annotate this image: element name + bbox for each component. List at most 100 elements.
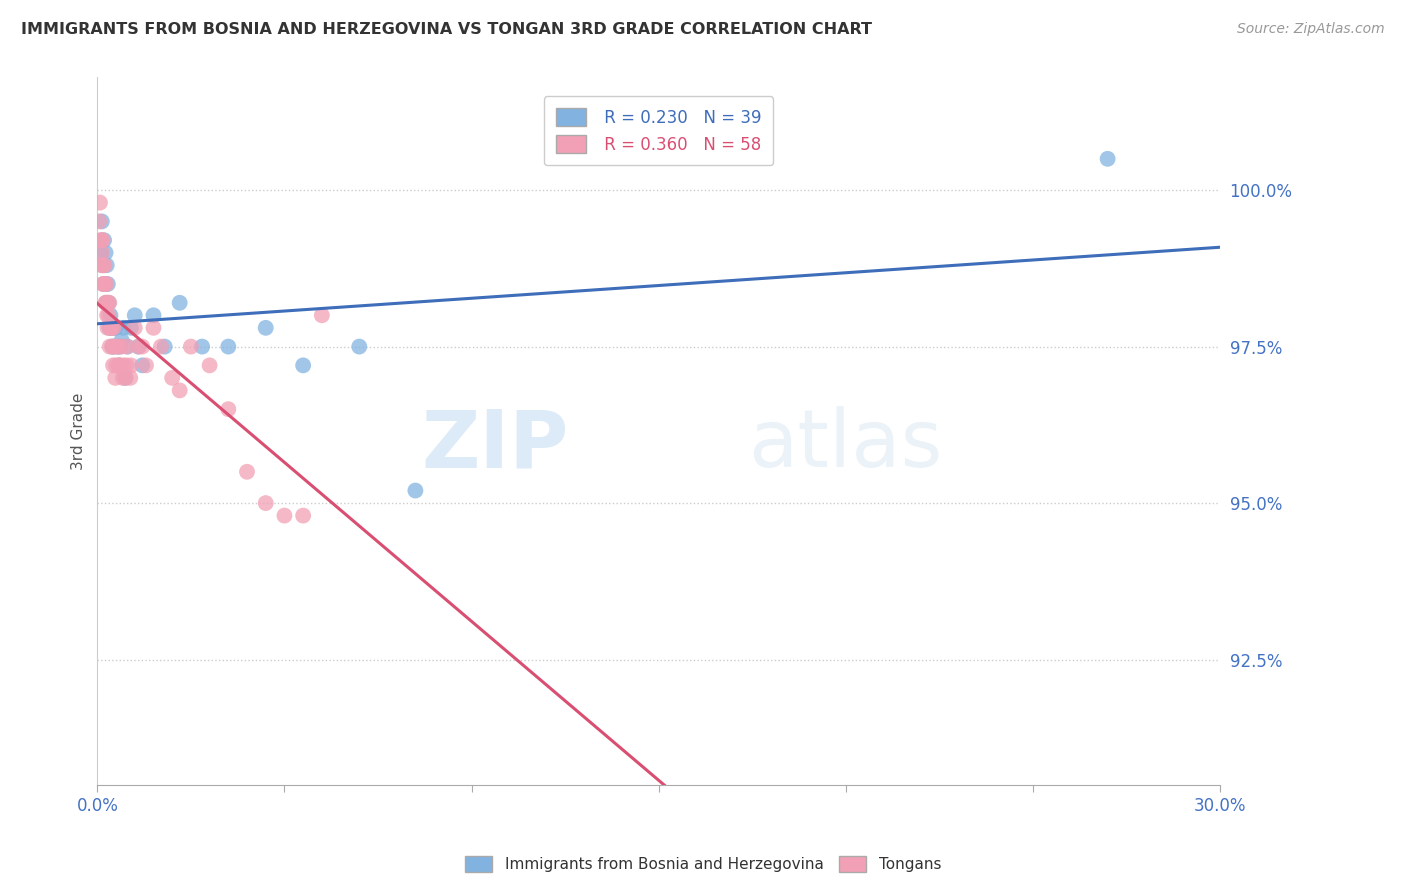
Point bbox=[217, 340, 239, 354]
Point bbox=[101, 340, 124, 354]
Point bbox=[91, 277, 114, 291]
Point bbox=[198, 359, 221, 373]
Point bbox=[105, 340, 128, 354]
Point bbox=[120, 321, 142, 335]
Point bbox=[90, 245, 112, 260]
Point bbox=[96, 295, 118, 310]
Point bbox=[104, 371, 127, 385]
Point bbox=[108, 359, 131, 373]
Point bbox=[90, 233, 112, 247]
Point bbox=[292, 508, 315, 523]
Point bbox=[128, 340, 150, 354]
Point bbox=[117, 340, 139, 354]
Point bbox=[90, 214, 112, 228]
Point bbox=[94, 277, 117, 291]
Point bbox=[108, 359, 131, 373]
Point bbox=[236, 465, 259, 479]
Point bbox=[111, 340, 134, 354]
Point bbox=[142, 308, 165, 322]
Point bbox=[97, 295, 120, 310]
Point bbox=[111, 334, 134, 348]
Point bbox=[107, 340, 129, 354]
Point bbox=[131, 359, 153, 373]
Point bbox=[103, 321, 125, 335]
Point bbox=[90, 258, 112, 272]
Point bbox=[124, 321, 146, 335]
Point bbox=[160, 371, 183, 385]
Point bbox=[169, 295, 191, 310]
Point bbox=[142, 321, 165, 335]
Point bbox=[105, 359, 128, 373]
Text: ZIP: ZIP bbox=[422, 406, 569, 484]
Point bbox=[149, 340, 172, 354]
Point bbox=[114, 371, 136, 385]
Point bbox=[89, 214, 111, 228]
Point bbox=[103, 340, 125, 354]
Point bbox=[100, 321, 122, 335]
Point bbox=[1097, 152, 1119, 166]
Point bbox=[100, 321, 122, 335]
Legend:  R = 0.230   N = 39,  R = 0.360   N = 58: R = 0.230 N = 39, R = 0.360 N = 58 bbox=[544, 96, 773, 165]
Point bbox=[94, 277, 117, 291]
Point bbox=[98, 295, 121, 310]
Point bbox=[131, 340, 153, 354]
Point bbox=[101, 340, 124, 354]
Point bbox=[96, 277, 118, 291]
Point bbox=[107, 340, 129, 354]
Point bbox=[97, 308, 120, 322]
Point bbox=[96, 258, 118, 272]
Point bbox=[273, 508, 295, 523]
Text: Source: ZipAtlas.com: Source: ZipAtlas.com bbox=[1237, 22, 1385, 37]
Point bbox=[100, 321, 122, 335]
Point bbox=[94, 295, 117, 310]
Point bbox=[115, 359, 138, 373]
Point bbox=[311, 308, 333, 322]
Text: IMMIGRANTS FROM BOSNIA AND HERZEGOVINA VS TONGAN 3RD GRADE CORRELATION CHART: IMMIGRANTS FROM BOSNIA AND HERZEGOVINA V… bbox=[21, 22, 872, 37]
Point bbox=[91, 277, 114, 291]
Point bbox=[112, 359, 135, 373]
Point bbox=[217, 402, 239, 417]
Point bbox=[97, 277, 120, 291]
Point bbox=[91, 258, 114, 272]
Point bbox=[124, 308, 146, 322]
Point bbox=[191, 340, 214, 354]
Point bbox=[89, 233, 111, 247]
Point bbox=[120, 371, 142, 385]
Point bbox=[98, 340, 121, 354]
Point bbox=[114, 371, 136, 385]
Point bbox=[120, 359, 142, 373]
Point bbox=[89, 195, 111, 210]
Point bbox=[108, 340, 131, 354]
Point bbox=[254, 496, 277, 510]
Point bbox=[96, 308, 118, 322]
Point bbox=[94, 295, 117, 310]
Point bbox=[135, 359, 157, 373]
Point bbox=[404, 483, 426, 498]
Point bbox=[90, 245, 112, 260]
Point bbox=[112, 321, 135, 335]
Point bbox=[169, 384, 191, 398]
Point bbox=[180, 340, 202, 354]
Legend: Immigrants from Bosnia and Herzegovina, Tongans: Immigrants from Bosnia and Herzegovina, … bbox=[457, 848, 949, 880]
Point bbox=[105, 321, 128, 335]
Point bbox=[94, 245, 117, 260]
Point bbox=[349, 340, 371, 354]
Point bbox=[96, 321, 118, 335]
Point bbox=[100, 308, 122, 322]
Point bbox=[103, 321, 125, 335]
Text: atlas: atlas bbox=[748, 406, 943, 484]
Point bbox=[101, 359, 124, 373]
Point bbox=[93, 277, 115, 291]
Point bbox=[128, 340, 150, 354]
Point bbox=[101, 340, 124, 354]
Point bbox=[254, 321, 277, 335]
Point bbox=[111, 371, 134, 385]
Point bbox=[292, 359, 315, 373]
Point bbox=[93, 233, 115, 247]
Point bbox=[100, 321, 122, 335]
Point bbox=[91, 233, 114, 247]
Point bbox=[117, 340, 139, 354]
Point bbox=[91, 258, 114, 272]
Point bbox=[98, 321, 121, 335]
Point bbox=[108, 359, 131, 373]
